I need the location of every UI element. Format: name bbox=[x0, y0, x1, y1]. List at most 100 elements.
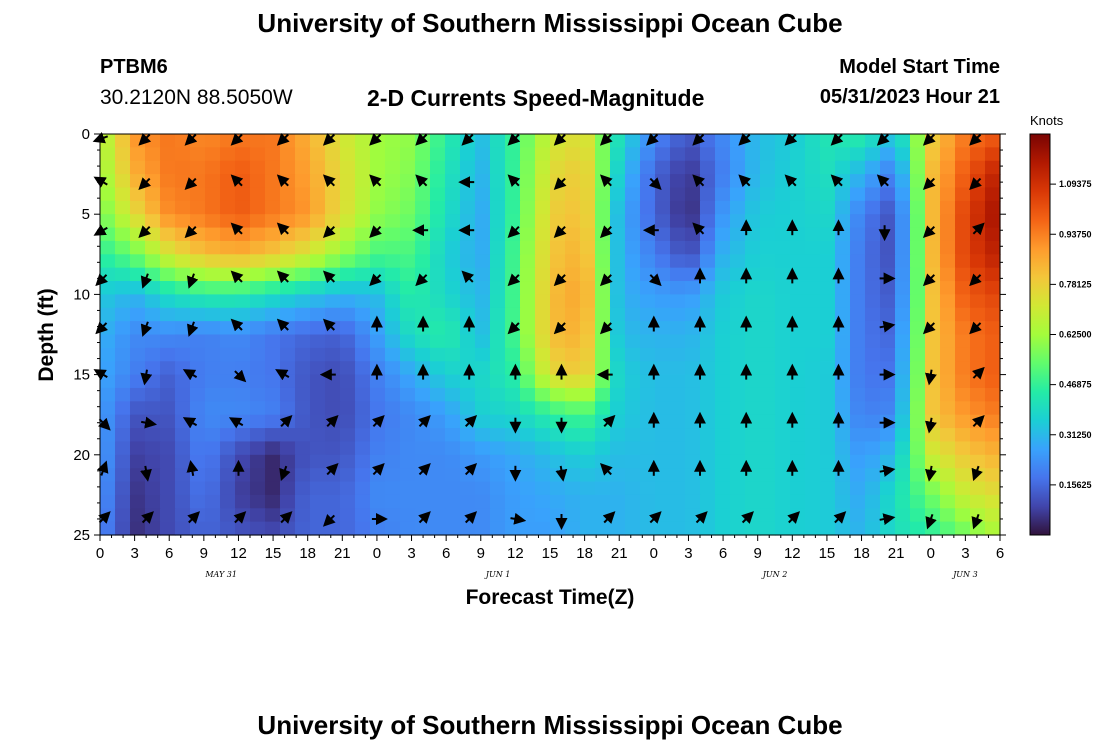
heatmap-cell bbox=[820, 200, 836, 215]
heatmap-cell bbox=[265, 414, 281, 429]
current-arrow bbox=[876, 174, 890, 188]
heatmap-cell bbox=[340, 147, 356, 162]
heatmap-cell bbox=[820, 160, 836, 175]
heatmap-cell bbox=[745, 267, 761, 282]
heatmap-cell bbox=[910, 401, 926, 416]
heatmap-cell bbox=[100, 134, 116, 148]
heatmap-cell bbox=[955, 294, 971, 309]
heatmap-cell bbox=[925, 347, 941, 362]
current-arrow bbox=[830, 133, 844, 146]
heatmap-cell bbox=[955, 334, 971, 349]
heatmap-cell bbox=[820, 414, 836, 429]
heatmap-cell bbox=[805, 174, 821, 189]
heatmap-cell bbox=[790, 187, 806, 202]
heatmap-cell bbox=[130, 441, 146, 456]
heatmap-cell bbox=[910, 147, 926, 162]
heatmap-cell bbox=[610, 508, 626, 523]
y-tick-label: 15 bbox=[73, 367, 90, 384]
heatmap-cell bbox=[595, 454, 611, 469]
heatmap-cell bbox=[565, 521, 581, 536]
heatmap-cell bbox=[865, 227, 881, 242]
heatmap-cell bbox=[415, 307, 431, 322]
heatmap-cell bbox=[925, 387, 941, 402]
heatmap-cell bbox=[835, 361, 851, 376]
heatmap-cell bbox=[760, 160, 776, 175]
heatmap-cell bbox=[430, 227, 446, 242]
heatmap-cell bbox=[220, 267, 236, 282]
heatmap-cell bbox=[265, 521, 281, 536]
heatmap-cell bbox=[655, 267, 671, 282]
heatmap-cell bbox=[445, 521, 461, 536]
heatmap-cell bbox=[655, 240, 671, 255]
heatmap-cell bbox=[625, 428, 641, 443]
heatmap-cell bbox=[865, 347, 881, 362]
heatmap-cell bbox=[940, 254, 956, 269]
heatmap-cell bbox=[385, 240, 401, 255]
heatmap-cell bbox=[490, 294, 506, 309]
heatmap-cell bbox=[490, 160, 506, 175]
heatmap-cell bbox=[715, 267, 731, 282]
heatmap-cell bbox=[805, 160, 821, 175]
heatmap-cell bbox=[670, 227, 686, 242]
heatmap-cell bbox=[535, 481, 551, 496]
heatmap-cell bbox=[475, 134, 491, 148]
heatmap-cell bbox=[565, 200, 581, 215]
colorbar-unit: Knots bbox=[1030, 113, 1064, 128]
x-tick-label: 15 bbox=[265, 545, 282, 562]
heatmap-cell bbox=[700, 414, 716, 429]
heatmap-cell bbox=[760, 441, 776, 456]
heatmap-cell bbox=[760, 294, 776, 309]
heatmap-cell bbox=[100, 147, 116, 162]
heatmap-cell bbox=[880, 521, 896, 536]
heatmap-cell bbox=[415, 374, 431, 389]
heatmap-cell bbox=[760, 281, 776, 295]
heatmap-cell bbox=[235, 494, 251, 509]
heatmap-cell bbox=[250, 401, 266, 416]
heatmap-cell bbox=[490, 281, 506, 295]
heatmap-cell bbox=[115, 347, 131, 362]
heatmap-cell bbox=[145, 481, 161, 496]
heatmap-cell bbox=[460, 334, 476, 349]
heatmap-cell bbox=[850, 321, 866, 336]
heatmap-cell bbox=[670, 200, 686, 215]
heatmap-cell bbox=[565, 494, 581, 509]
heatmap-cell bbox=[340, 307, 356, 322]
heatmap-cell bbox=[535, 374, 551, 389]
heatmap-cell bbox=[670, 468, 686, 483]
heatmap-cell bbox=[925, 187, 941, 202]
heatmap-cell bbox=[655, 281, 671, 295]
heatmap-cell bbox=[265, 361, 281, 376]
heatmap-cell bbox=[250, 508, 266, 523]
heatmap-cell bbox=[280, 214, 296, 229]
heatmap-cell bbox=[865, 361, 881, 376]
heatmap-cell bbox=[940, 441, 956, 456]
heatmap-cell bbox=[490, 347, 506, 362]
heatmap-cell bbox=[430, 361, 446, 376]
heatmap-cell bbox=[805, 200, 821, 215]
heatmap-cell bbox=[520, 294, 536, 309]
heatmap-cell bbox=[970, 267, 986, 282]
current-arrow bbox=[922, 177, 936, 190]
current-arrow bbox=[507, 321, 521, 335]
heatmap-cell bbox=[310, 187, 326, 202]
heatmap-cell bbox=[685, 187, 701, 202]
heatmap-cell bbox=[490, 387, 506, 402]
current-arrow bbox=[925, 417, 937, 434]
heatmap-cell bbox=[445, 307, 461, 322]
heatmap-cell bbox=[955, 240, 971, 255]
heatmap-cell bbox=[775, 200, 791, 215]
heatmap-cell bbox=[670, 281, 686, 295]
heatmap-cell bbox=[370, 454, 386, 469]
current-arrow bbox=[279, 414, 293, 428]
heatmap-cell bbox=[475, 468, 491, 483]
heatmap-cell bbox=[805, 334, 821, 349]
heatmap-cell bbox=[610, 521, 626, 536]
heatmap-cell bbox=[925, 361, 941, 376]
heatmap-cell bbox=[340, 374, 356, 389]
x-tick-label: 0 bbox=[927, 545, 935, 562]
heatmap-cell bbox=[415, 347, 431, 362]
heatmap-cell bbox=[415, 494, 431, 509]
heatmap-cell bbox=[820, 481, 836, 496]
heatmap-cell bbox=[250, 361, 266, 376]
heatmap-cell bbox=[190, 481, 206, 496]
